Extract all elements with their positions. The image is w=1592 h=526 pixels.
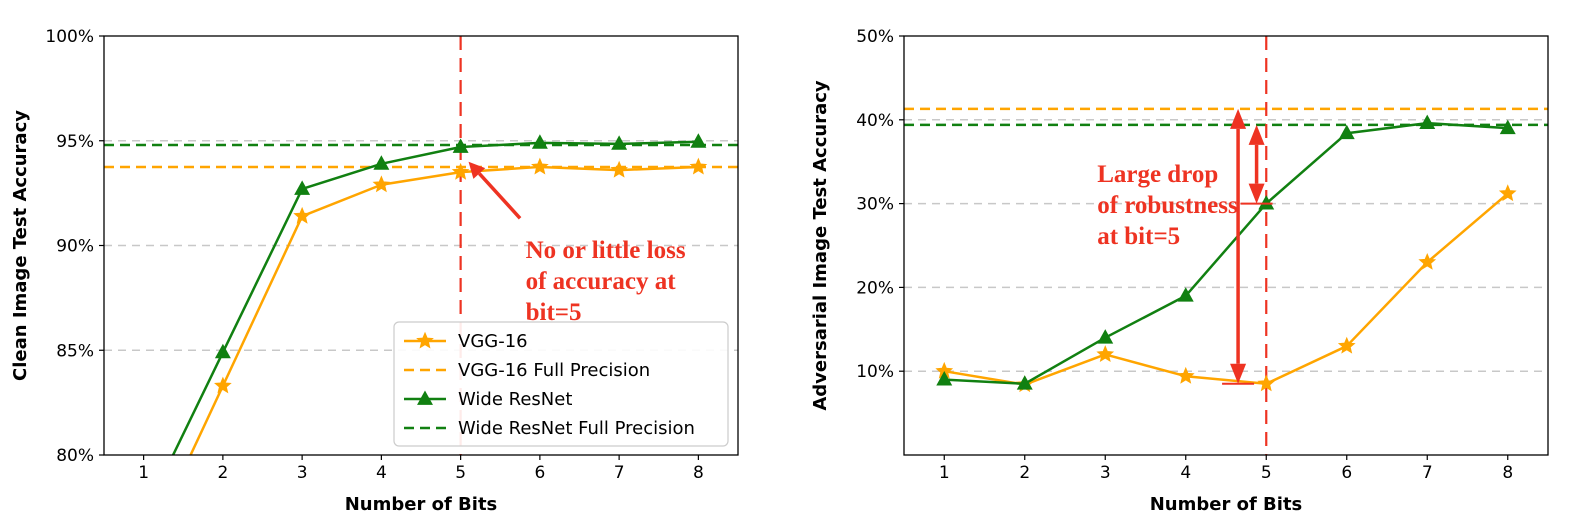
data-point-vgg-16 — [1176, 366, 1195, 384]
x-tick-label: 5 — [1261, 463, 1272, 483]
x-tick-label: 8 — [1502, 463, 1513, 483]
x-axis-label: Number of Bits — [1150, 494, 1303, 515]
y-tick-label: 20% — [856, 278, 894, 298]
x-tick-label: 6 — [534, 463, 545, 483]
y-tick-label: 80% — [56, 446, 94, 466]
data-point-wide-resnet — [214, 343, 231, 359]
data-point-wide-resnet — [936, 371, 953, 386]
annotation-arrow-head — [468, 161, 486, 179]
data-point-vgg-16 — [1337, 336, 1356, 354]
data-point-wide-resnet — [611, 135, 628, 150]
data-point-vgg-16 — [451, 162, 470, 180]
y-tick-label: 40% — [856, 111, 894, 131]
annotation-arrow-shaft — [478, 172, 522, 220]
x-tick-label: 7 — [1422, 463, 1433, 483]
legend-marker — [416, 331, 434, 349]
legend: VGG-16 VGG-16 Full Precision Wide ResNet Wi… — [393, 321, 729, 447]
annotation-text: Large drop — [1097, 161, 1218, 188]
x-tick-label: 1 — [939, 463, 950, 483]
data-point-vgg-16 — [1096, 345, 1115, 362]
data-point-vgg-16 — [1418, 252, 1437, 270]
x-tick-label: 7 — [614, 463, 625, 483]
robustness-drop-arrow-head-top — [1230, 108, 1247, 129]
annotation-text: of accuracy at — [526, 268, 677, 295]
y-axis-label: Clean Image Test Accuracy — [10, 110, 31, 381]
data-point-vgg-16 — [689, 157, 708, 175]
y-tick-label: 95% — [56, 132, 94, 152]
data-point-vgg-16 — [531, 157, 549, 175]
data-point-vgg-16 — [1257, 374, 1276, 392]
data-point-wide-resnet — [373, 155, 390, 170]
series-line-vgg-16 — [189, 165, 699, 455]
robustness-drop-arrow-head-top — [1248, 124, 1265, 145]
legend-label: Wide ResNet Full Precision — [458, 418, 695, 439]
data-point-wide-resnet — [1177, 287, 1194, 302]
data-point-vgg-16 — [1498, 184, 1517, 202]
x-tick-label: 2 — [217, 463, 228, 483]
data-point-wide-resnet — [294, 180, 311, 195]
data-point-wide-resnet — [531, 134, 548, 149]
plot-area — [104, 36, 738, 455]
legend-box — [393, 321, 729, 447]
robustness-drop-arrow-head-bottom — [1230, 363, 1247, 384]
data-point-vgg-16 — [372, 175, 391, 193]
x-tick-label: 1 — [138, 463, 149, 483]
annotation-text: No or little loss — [526, 237, 686, 264]
y-axis-label: Adversarial Image Test Accuracy — [810, 80, 831, 411]
legend-label: Wide ResNet — [458, 389, 572, 410]
x-tick-label: 6 — [1341, 463, 1352, 483]
plot-area — [904, 36, 1548, 455]
data-point-vgg-16 — [293, 206, 311, 224]
y-tick-label: 100% — [45, 27, 94, 47]
legend-label: VGG-16 — [458, 331, 528, 352]
x-tick-label: 4 — [1180, 463, 1191, 483]
series-line-wide-resnet — [944, 121, 1508, 386]
y-tick-label: 90% — [56, 237, 94, 257]
annotation-text: of robustness — [1097, 192, 1238, 219]
data-point-wide-resnet — [1258, 195, 1275, 210]
data-point-wide-resnet — [452, 138, 469, 153]
adversarial-accuracy-chart: 1 2 3 4 5 6 7 8 10% 20% 30% 40% 50% Number of Bits Adv… — [810, 27, 1549, 515]
x-tick-label: 8 — [693, 463, 704, 483]
data-point-wide-resnet — [1499, 119, 1516, 135]
series-line-vgg-16 — [944, 192, 1509, 386]
data-point-wide-resnet — [690, 133, 707, 148]
annotation-text: at bit=5 — [1097, 223, 1180, 250]
x-tick-label: 2 — [1019, 463, 1030, 483]
data-point-wide-resnet — [1016, 375, 1033, 390]
y-tick-label: 85% — [56, 341, 94, 361]
data-point-wide-resnet — [1419, 114, 1436, 130]
x-axis-label: Number of Bits — [345, 494, 498, 515]
y-tick-label: 10% — [856, 362, 894, 382]
clean-accuracy-chart: 1 2 3 4 5 6 7 8 80% 85% 90% 95% 100% Number of Bits Cl… — [10, 27, 739, 515]
x-tick-label: 4 — [376, 463, 387, 483]
legend-label: VGG-16 Full Precision — [458, 360, 650, 381]
data-point-vgg-16 — [610, 160, 628, 178]
x-tick-label: 5 — [455, 463, 466, 483]
y-tick-label: 30% — [856, 195, 894, 215]
data-point-wide-resnet — [1338, 124, 1355, 140]
data-point-vgg-16 — [214, 376, 232, 394]
x-tick-label: 3 — [1100, 463, 1111, 483]
data-point-wide-resnet — [1097, 329, 1114, 344]
robustness-drop-arrow-head-bottom — [1248, 183, 1265, 204]
y-tick-label: 50% — [856, 27, 894, 47]
axes-frame — [903, 35, 1549, 456]
x-tick-label: 3 — [297, 463, 308, 483]
legend-marker — [417, 390, 433, 405]
series-line-wide-resnet — [171, 140, 699, 455]
